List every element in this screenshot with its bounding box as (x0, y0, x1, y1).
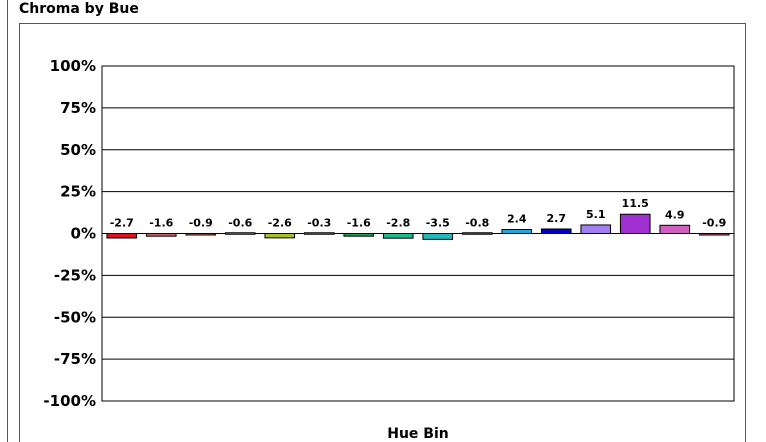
bar (580, 224, 612, 235)
bar (659, 224, 691, 234)
left-panel-edge (0, 0, 8, 442)
bar (382, 233, 414, 239)
y-tick-label: -100% (43, 392, 96, 410)
data-label: -1.6 (347, 217, 371, 230)
data-label: -2.6 (268, 217, 292, 230)
bar (224, 232, 256, 235)
data-label: 5.1 (586, 208, 606, 221)
data-label: 11.5 (622, 197, 649, 210)
chart-title: Chroma by Bue (19, 1, 139, 17)
bar (343, 233, 375, 237)
data-label: -0.9 (189, 217, 213, 230)
y-tick-label: 100% (50, 57, 96, 75)
x-axis-title: Hue Bin (387, 426, 449, 442)
data-label: 2.7 (547, 212, 567, 225)
bar (264, 233, 296, 239)
y-tick-label: -25% (54, 266, 96, 284)
data-label: -0.3 (307, 217, 331, 230)
y-tick-label: -75% (54, 350, 96, 368)
data-labels: -2.7 -1.6 -0.9 -0.6 -2.6 -0.3 -1.6 -2.8 -3.5 -0.8… (110, 197, 727, 229)
data-label: -0.9 (702, 217, 726, 230)
y-axis-ticks: 100% 75% 50% 25% 0% -25% -50% -75% -100% (43, 57, 96, 410)
data-label: 4.9 (665, 208, 685, 221)
y-tick-label: 75% (60, 99, 96, 117)
bar (461, 232, 493, 235)
data-label: -2.8 (386, 217, 410, 230)
y-tick-label: -50% (54, 308, 96, 326)
data-label: 2.4 (507, 212, 527, 225)
bar (106, 233, 138, 239)
y-tick-label: 50% (60, 141, 96, 159)
bar (698, 233, 730, 236)
data-label: -3.5 (426, 217, 450, 230)
y-tick-label: 25% (60, 183, 96, 201)
data-label: -0.6 (228, 217, 252, 230)
data-label: -2.7 (110, 217, 134, 230)
bar (540, 228, 572, 234)
bar (145, 233, 177, 237)
bar (501, 228, 533, 234)
bar (422, 233, 454, 240)
bar (185, 233, 217, 236)
bars (106, 213, 730, 240)
chart-frame (19, 23, 746, 442)
y-tick-label: 0% (71, 225, 96, 243)
bar (619, 213, 651, 235)
data-label: -0.8 (465, 217, 489, 230)
data-label: -1.6 (149, 217, 173, 230)
bar (303, 232, 335, 235)
